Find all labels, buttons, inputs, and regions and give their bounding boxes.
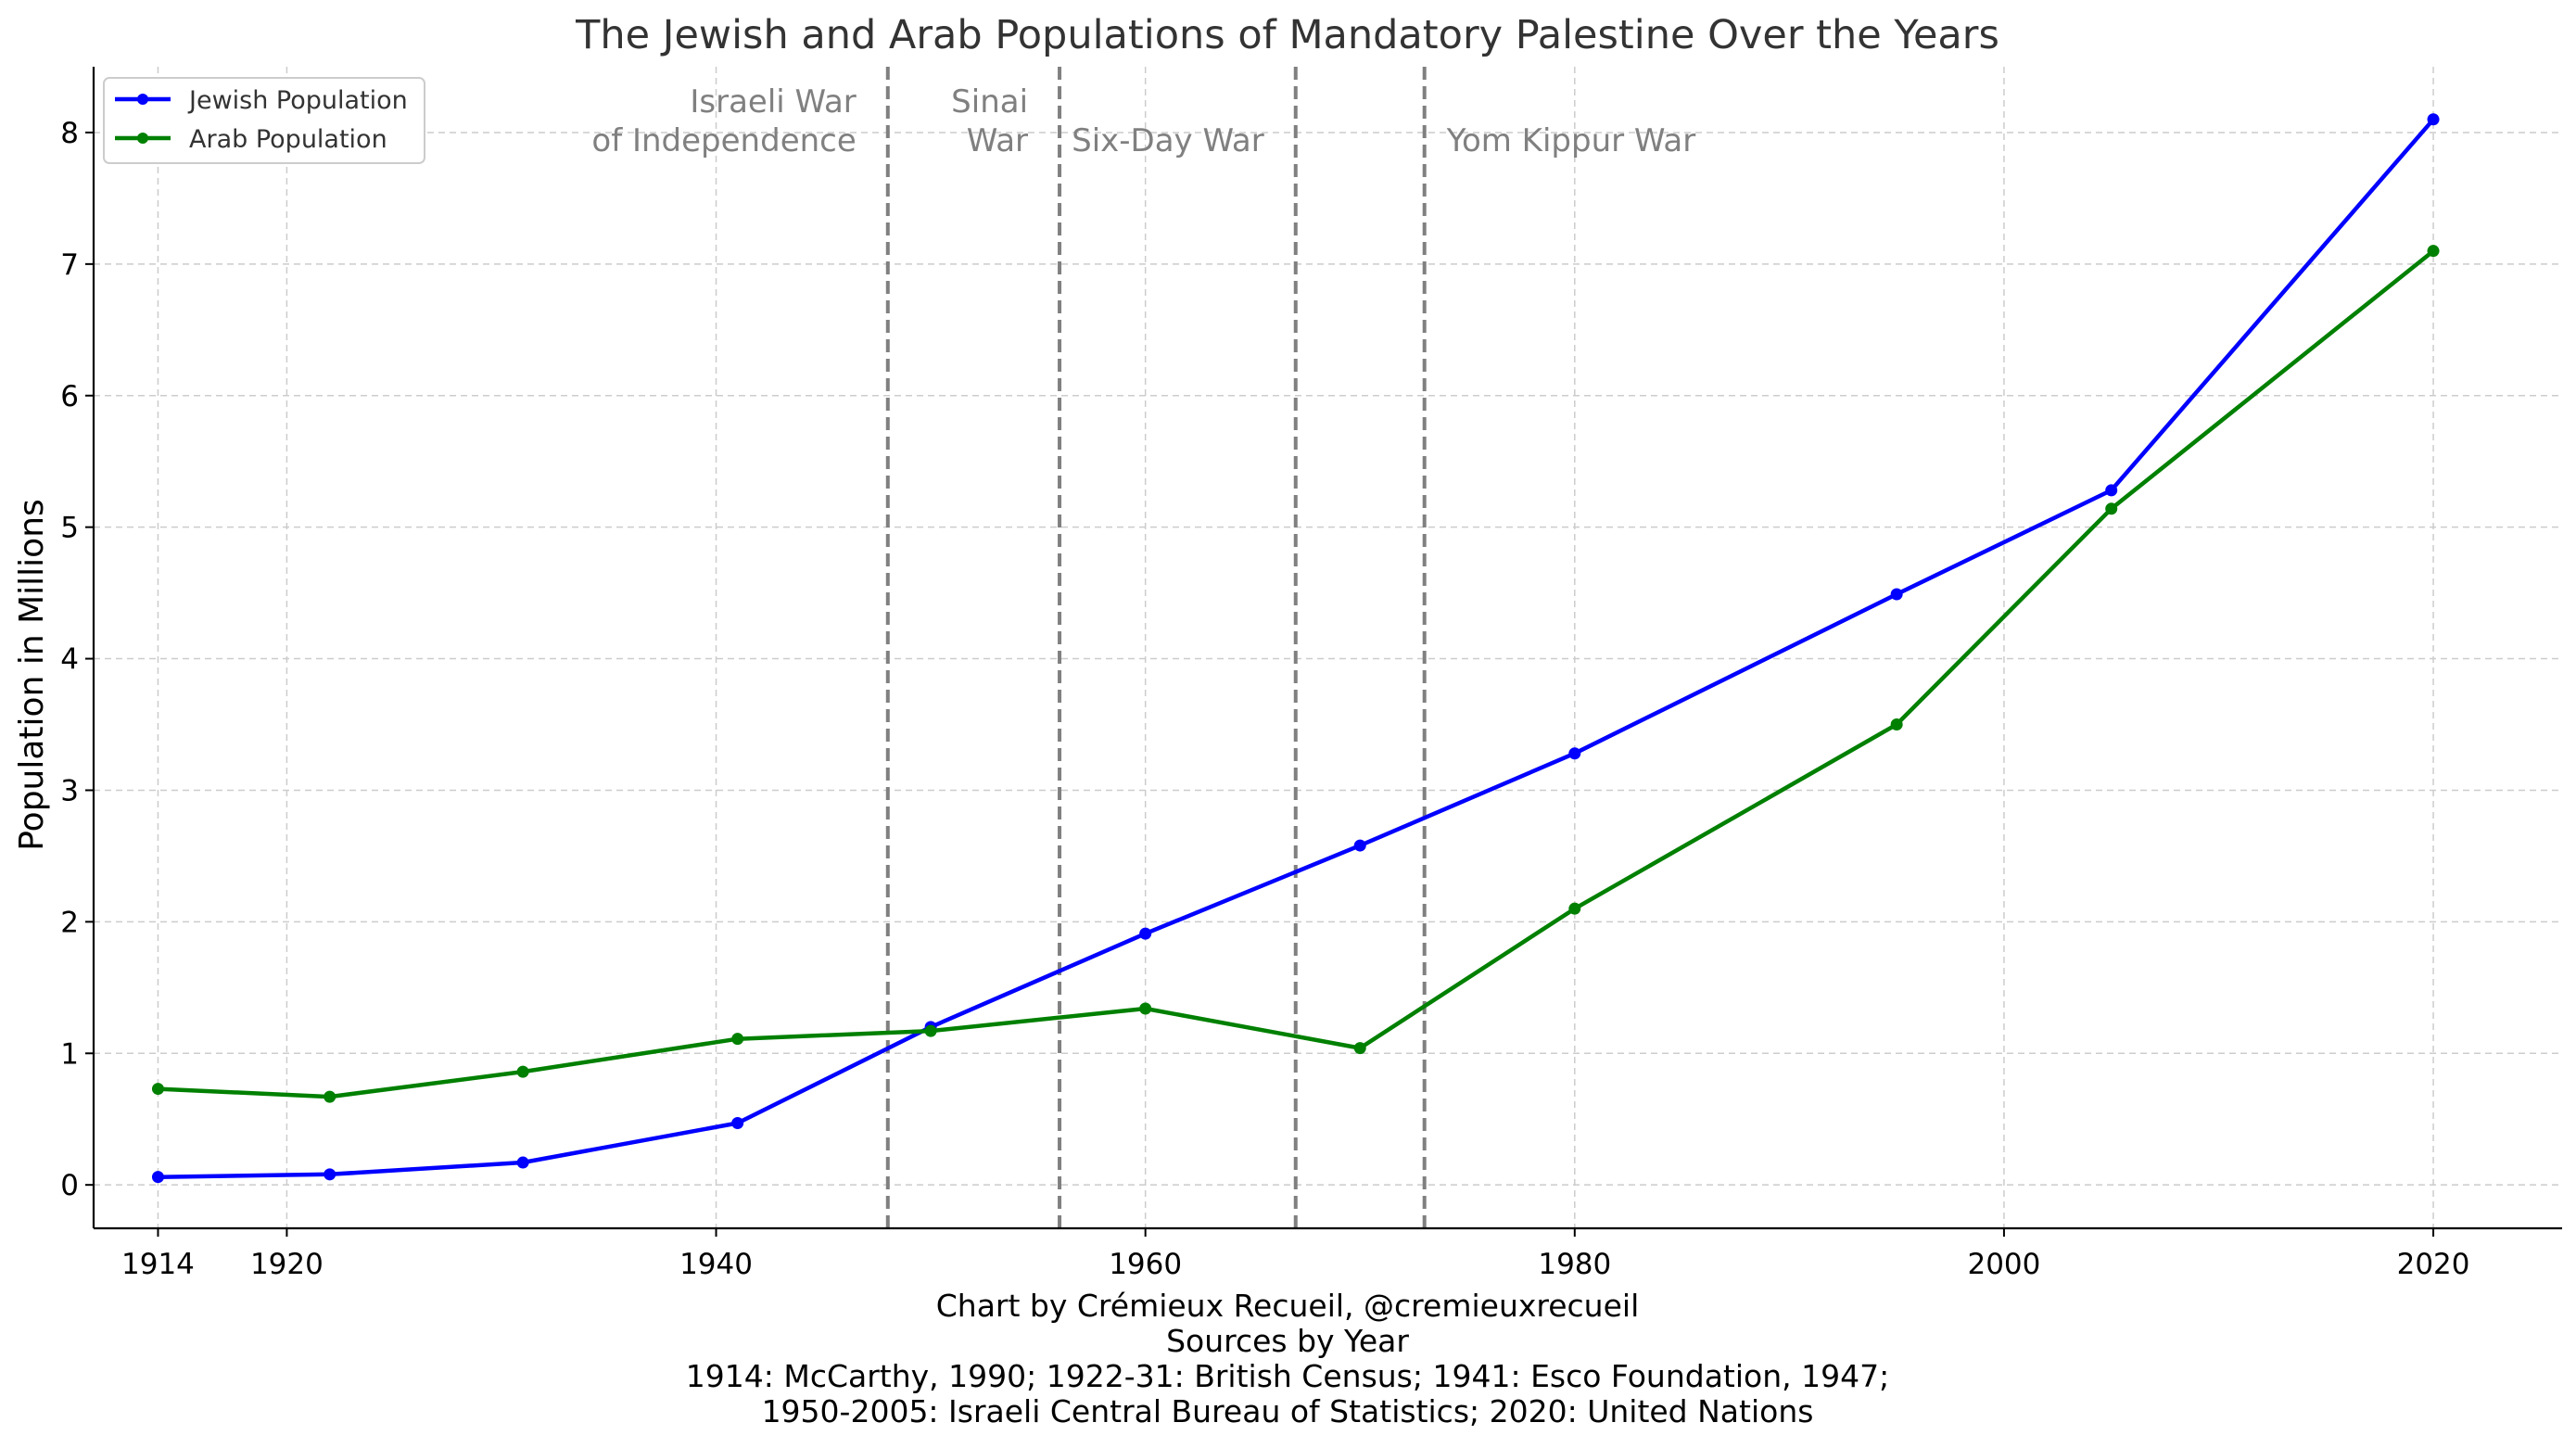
legend-arab-label: Arab Population (189, 125, 387, 154)
legend-jewish-marker-swatch (137, 94, 148, 105)
x-tick-label: 1914 (121, 1248, 195, 1281)
data-point (1139, 927, 1152, 940)
axes: 1914 1920 1940 1960 1980 2000 2020 0 1 2 3 4 5 6 7 8 (60, 67, 2562, 1281)
data-point (151, 1083, 164, 1096)
y-tick-label: 3 (60, 774, 79, 807)
legend-jewish-label: Jewish Population (187, 86, 408, 115)
data-point (516, 1156, 529, 1169)
data-point (1139, 1002, 1152, 1015)
caption-line-sources-heading: Sources by Year (1166, 1323, 1409, 1359)
data-point (324, 1168, 336, 1181)
y-tick-label: 8 (60, 117, 79, 150)
y-tick-label: 6 (60, 380, 79, 413)
data-series (151, 113, 2440, 1184)
data-point (924, 1024, 937, 1037)
y-tick-label: 5 (60, 512, 79, 545)
series-jewish-population (151, 113, 2440, 1184)
x-tick-label: 1980 (1538, 1248, 1611, 1281)
x-tick-label: 1940 (679, 1248, 753, 1281)
data-point (731, 1116, 744, 1129)
war-event-label: War (967, 122, 1028, 159)
data-point (1353, 839, 1366, 852)
legend-arab-marker-swatch (137, 133, 148, 144)
gridlines (94, 67, 2562, 1228)
legend-item-arab: Arab Population (115, 125, 387, 154)
data-point (2105, 484, 2118, 497)
x-tick-label: 2020 (2397, 1248, 2470, 1281)
data-point (731, 1033, 744, 1046)
x-tick-label: 1920 (250, 1248, 324, 1281)
x-tick-label: 1960 (1109, 1248, 1182, 1281)
caption-line-credit: Chart by Crémieux Recueil, @cremieuxrecu… (936, 1288, 1640, 1324)
caption-line-sources-2: 1950-2005: Israeli Central Bureau of Sta… (762, 1393, 1814, 1429)
data-point (1568, 902, 1581, 915)
data-point (2427, 113, 2440, 126)
data-point (1890, 718, 1903, 731)
y-tick-label: 2 (60, 906, 79, 939)
war-event-label: Six-Day War (1072, 122, 1264, 159)
war-event-label: of Independence (591, 122, 856, 159)
caption-line-sources-1: 1914: McCarthy, 1990; 1922-31: British C… (686, 1358, 1889, 1394)
legend: Jewish Population Arab Population (103, 77, 425, 164)
y-tick-label: 0 (60, 1169, 79, 1202)
data-point (2427, 245, 2440, 258)
data-point (516, 1065, 529, 1078)
data-point (1568, 747, 1581, 760)
y-tick-label: 4 (60, 643, 79, 677)
data-point (1890, 588, 1903, 601)
data-point (2105, 502, 2118, 515)
war-event-label: Yom Kippur War (1446, 122, 1696, 159)
war-event-label: Sinai (951, 83, 1028, 121)
data-point (1353, 1042, 1366, 1055)
legend-box (103, 77, 425, 164)
legend-item-jewish: Jewish Population (115, 86, 408, 115)
data-point (151, 1171, 164, 1184)
y-tick-label: 1 (60, 1037, 79, 1071)
series-line (158, 118, 2435, 1179)
chart-caption: Chart by Crémieux Recueil, @cremieuxrecu… (686, 1288, 1889, 1429)
y-axis-label: Population in Millions (13, 499, 51, 851)
war-event-label: Israeli War (690, 83, 856, 121)
x-tick-label: 2000 (1967, 1248, 2040, 1281)
y-tick-label: 7 (60, 248, 79, 282)
chart-title: The Jewish and Arab Populations of Manda… (575, 12, 1999, 58)
series-arab-population (151, 245, 2440, 1103)
data-point (324, 1090, 336, 1103)
